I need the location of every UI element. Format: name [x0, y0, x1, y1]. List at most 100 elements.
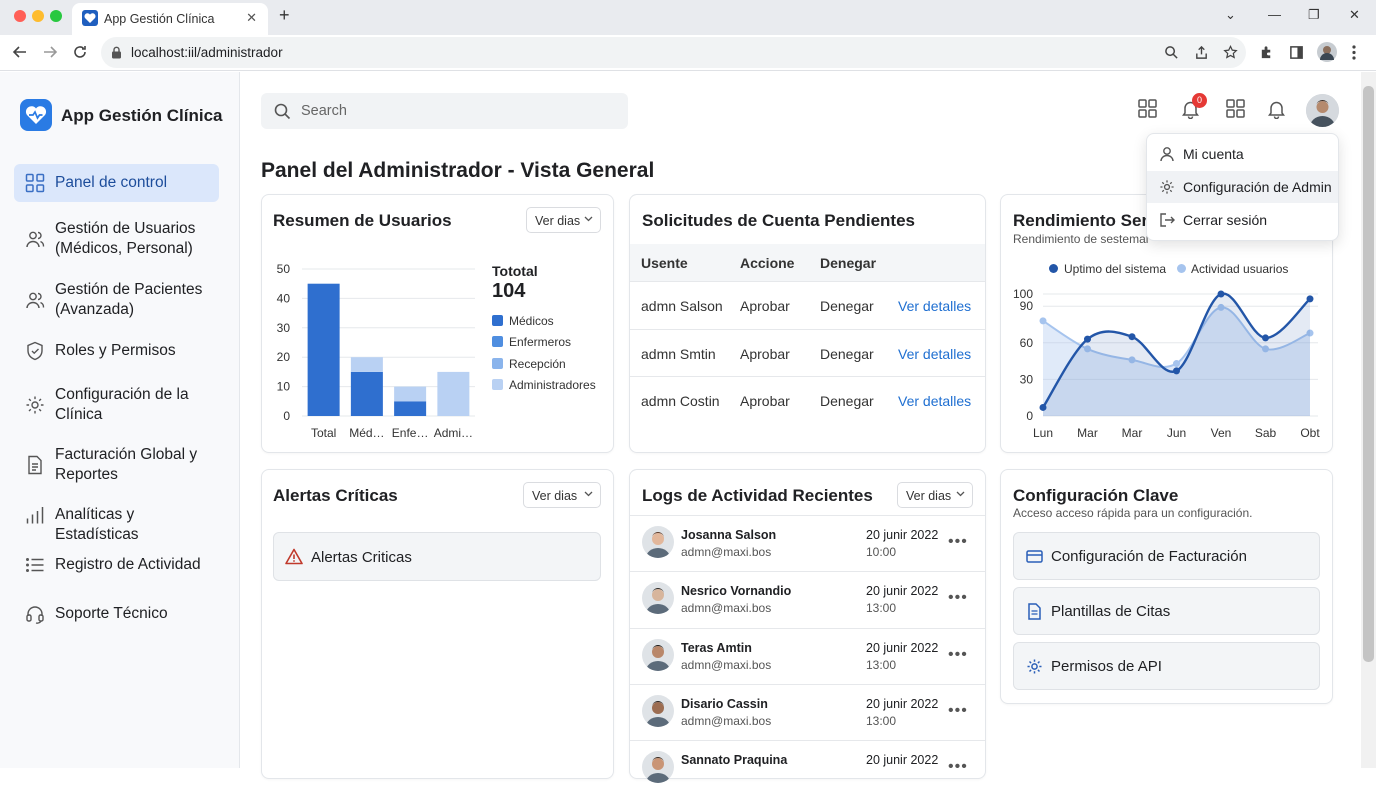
sidebar-item-label: Registro de Actividad	[55, 556, 201, 573]
view-details-link[interactable]: Ver detalles	[898, 393, 972, 410]
new-tab-button[interactable]: +	[279, 5, 290, 25]
sidebar-item-4[interactable]: Roles y Permisos	[14, 338, 219, 364]
log-row[interactable]: Disario Cassin admn@maxi.bos 20 junir 2022…	[630, 683, 985, 740]
menu-item-label: Cerrar sesión	[1183, 212, 1268, 228]
dropdown-label: Ver dias	[535, 214, 581, 228]
view-details-link[interactable]: Ver detalles	[898, 345, 972, 362]
log-date: 20 junir 2022	[866, 528, 939, 542]
scrollbar-thumb[interactable]	[1363, 86, 1374, 662]
modules-grid-icon[interactable]	[1226, 99, 1245, 118]
y-tick-label: 60	[1020, 336, 1034, 350]
close-window-button[interactable]	[14, 10, 26, 22]
sidebar-item-label: Analíticas y Estadísticas	[55, 506, 139, 543]
legend-label: Médicos	[509, 314, 554, 328]
browser-menu-icon[interactable]	[1352, 45, 1356, 60]
approve-button[interactable]: Aprobar	[740, 298, 790, 314]
log-row[interactable]: Teras Amtin admn@maxi.bos 20 junir 2022 13:…	[630, 627, 985, 684]
x-tick-label: Obt	[1300, 426, 1320, 440]
share-icon[interactable]	[1194, 45, 1209, 60]
request-row: admn Salson Aprobar Denegar Ver detalles	[630, 281, 985, 329]
sidebar-item-label: Gestión de Usuarios (Médicos, Personal)	[55, 220, 196, 257]
sidebar-item-2[interactable]: Gestión de Usuarios (Médicos, Personal)	[14, 214, 219, 264]
menu-item-logout[interactable]: Cerrar sesión	[1147, 204, 1338, 236]
appointment-templates-button[interactable]: Plantillas de Citas	[1013, 587, 1320, 635]
log-row[interactable]: Josanna Salson admn@maxi.bos 20 junir 2022…	[630, 515, 985, 571]
bar-segment	[437, 371, 470, 416]
zoom-icon[interactable]	[1164, 45, 1179, 60]
bar-segment	[394, 386, 427, 402]
menu-item-admin-settings[interactable]: Configuración de Admin	[1147, 171, 1338, 203]
browser-tab[interactable]: App Gestión Clínica ✕	[72, 3, 268, 35]
close-icon[interactable]: ✕	[1349, 7, 1360, 22]
dropdown-label: Ver dias	[532, 489, 578, 503]
legend-dot-uptime	[1049, 264, 1058, 273]
log-row[interactable]: Sannato Praquina 20 junir 2022 •••	[630, 740, 985, 796]
deny-button[interactable]: Denegar	[820, 298, 874, 314]
critical-alert-text: Alertas Criticas	[311, 549, 412, 566]
more-options-icon[interactable]: •••	[948, 701, 968, 719]
sidebar-item-5[interactable]: Configuración de la Clínica	[14, 380, 219, 430]
user-avatar[interactable]	[1306, 94, 1339, 127]
reload-icon[interactable]	[72, 44, 88, 60]
menu-item-label: Mi cuenta	[1183, 146, 1244, 162]
sidepanel-icon[interactable]	[1289, 45, 1304, 60]
log-row[interactable]: Nesrico Vornandio admn@maxi.bos 20 junir 2…	[630, 571, 985, 627]
more-options-icon[interactable]: •••	[948, 533, 968, 550]
critical-alert-item[interactable]: Alertas Criticas	[273, 532, 601, 581]
deny-button[interactable]: Denegar	[820, 393, 874, 410]
api-permissions-label: Permisos de API	[1051, 658, 1162, 675]
profile-avatar-icon[interactable]	[1317, 42, 1337, 62]
extensions-icon[interactable]	[1259, 45, 1274, 60]
approve-button[interactable]: Aprobar	[740, 345, 790, 362]
data-point	[1217, 303, 1225, 311]
sidebar-item-7[interactable]: Analíticas y Estadísticas	[14, 502, 219, 543]
log-date: 20 junir 2022	[866, 640, 939, 655]
approve-button[interactable]: Aprobar	[740, 393, 790, 410]
apps-grid-icon[interactable]	[1138, 99, 1157, 118]
request-user: admn Smtin	[641, 345, 716, 362]
minimize-icon[interactable]: —	[1268, 7, 1281, 22]
appointment-templates-label: Plantillas de Citas	[1051, 603, 1171, 620]
sidebar-item-3[interactable]: Gestión de Pacientes (Avanzada)	[14, 275, 219, 325]
chevron-down-icon	[584, 491, 593, 497]
restore-icon[interactable]: ❐	[1308, 7, 1320, 22]
alerts-bell-icon[interactable]	[1267, 99, 1286, 119]
more-options-icon[interactable]: •••	[948, 758, 968, 776]
tab-search-chevron-icon[interactable]: ⌄	[1225, 7, 1236, 22]
log-user-name: Disario Cassin	[681, 696, 768, 711]
total-label: Tototal	[492, 263, 538, 279]
area-fill	[1043, 307, 1310, 416]
billing-config-button[interactable]: Configuración de Facturación	[1013, 532, 1320, 580]
more-options-icon[interactable]: •••	[948, 645, 968, 663]
sidebar-item-8[interactable]: Registro de Actividad	[14, 552, 219, 578]
search-input[interactable]: Search	[261, 93, 628, 129]
x-tick-label: Sab	[1255, 426, 1277, 440]
log-user-email: admn@maxi.bos	[681, 601, 772, 616]
menu-item-my-account[interactable]: Mi cuenta	[1147, 138, 1338, 170]
back-arrow-icon[interactable]	[12, 44, 28, 60]
chevron-down-icon	[584, 216, 593, 222]
more-options-icon[interactable]: •••	[948, 589, 968, 607]
document-icon	[1026, 603, 1043, 620]
minimize-window-button[interactable]	[32, 10, 44, 22]
logs-range-dropdown[interactable]: Ver dias	[897, 482, 973, 508]
credit-card-icon	[1026, 548, 1043, 565]
api-permissions-button[interactable]: Permisos de API	[1013, 642, 1320, 690]
view-details-link[interactable]: Ver detalles	[898, 298, 972, 314]
search-icon	[274, 103, 291, 120]
sidebar-item-1[interactable]: Panel de control	[14, 164, 219, 202]
alerts-range-dropdown[interactable]: Ver dias	[523, 482, 601, 508]
user-summary-range-dropdown[interactable]: Ver dias	[526, 207, 601, 233]
bookmark-star-icon[interactable]	[1223, 45, 1238, 60]
legend-dot-activity	[1177, 264, 1186, 273]
user-icon	[1159, 146, 1175, 162]
sidebar-item-9[interactable]: Soporte Técnico	[14, 601, 219, 627]
tab-close-icon[interactable]: ✕	[246, 10, 257, 25]
deny-button[interactable]: Denegar	[820, 345, 874, 362]
data-point	[1306, 329, 1314, 337]
omnibox[interactable]: localhost:iil/administrador	[101, 37, 1246, 68]
sidebar-item-6[interactable]: Facturación Global y Reportes	[14, 440, 219, 490]
zoom-window-button[interactable]	[50, 10, 62, 22]
forward-arrow-icon[interactable]	[42, 44, 58, 60]
